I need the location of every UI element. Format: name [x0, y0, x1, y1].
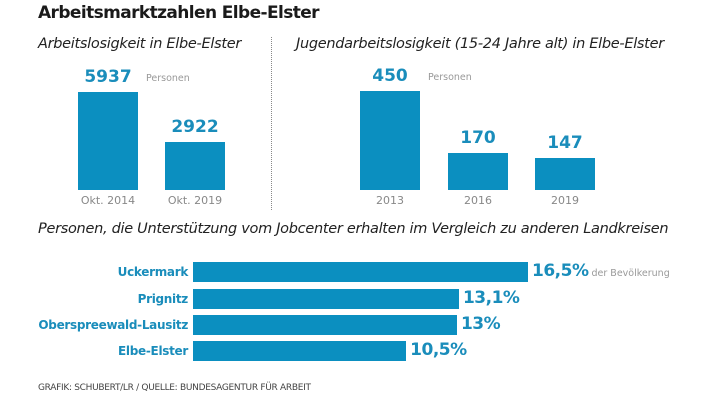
value-label: 170 — [460, 127, 496, 148]
value-label: 16,5% der Bevölkerung — [532, 261, 670, 281]
bar — [165, 141, 225, 190]
bar — [193, 315, 457, 335]
category-label: Oberspreewald-Lausitz — [38, 318, 188, 332]
category-label: 2013 — [376, 194, 404, 207]
value-label: 13% — [460, 314, 501, 334]
bar — [535, 157, 595, 190]
value-label: 5937 — [84, 67, 132, 87]
bar — [193, 289, 459, 309]
category-label: 2016 — [464, 194, 492, 207]
value-label: 2922 — [171, 116, 219, 137]
bar — [78, 92, 138, 190]
bar — [360, 91, 420, 190]
chart1-title: Arbeitslosigkeit in Elbe-Elster — [38, 36, 241, 52]
bar — [193, 262, 528, 282]
value-label: 13,1% — [462, 288, 520, 308]
unit-label: der Bevölkerung — [588, 268, 670, 279]
source-credit: GRAFIK: SCHUBERT/LR / QUELLE: BUNDESAGEN… — [38, 383, 311, 393]
category-label: Uckermark — [117, 265, 189, 279]
value-label: 450 — [372, 66, 408, 86]
value-label: 147 — [547, 132, 583, 153]
chart2-title: Jugendarbeitslosigkeit (15-24 Jahre alt)… — [296, 36, 664, 52]
divider — [271, 37, 272, 210]
category-label: 2019 — [551, 194, 579, 207]
bar — [193, 341, 407, 361]
category-label: Prignitz — [137, 292, 189, 306]
value-label: 10,5% — [410, 340, 467, 360]
category-label: Okt. 2019 — [167, 194, 223, 207]
unit-label: Personen — [428, 72, 472, 83]
category-label: Elbe-Elster — [118, 344, 188, 358]
unit-label: Personen — [146, 73, 190, 84]
chart3-title: Personen, die Unterstützung vom Jobcente… — [38, 221, 669, 237]
category-label: Okt. 2014 — [80, 194, 136, 207]
bar — [448, 152, 508, 190]
page-title: Arbeitsmarktzahlen Elbe-Elster — [38, 3, 320, 23]
